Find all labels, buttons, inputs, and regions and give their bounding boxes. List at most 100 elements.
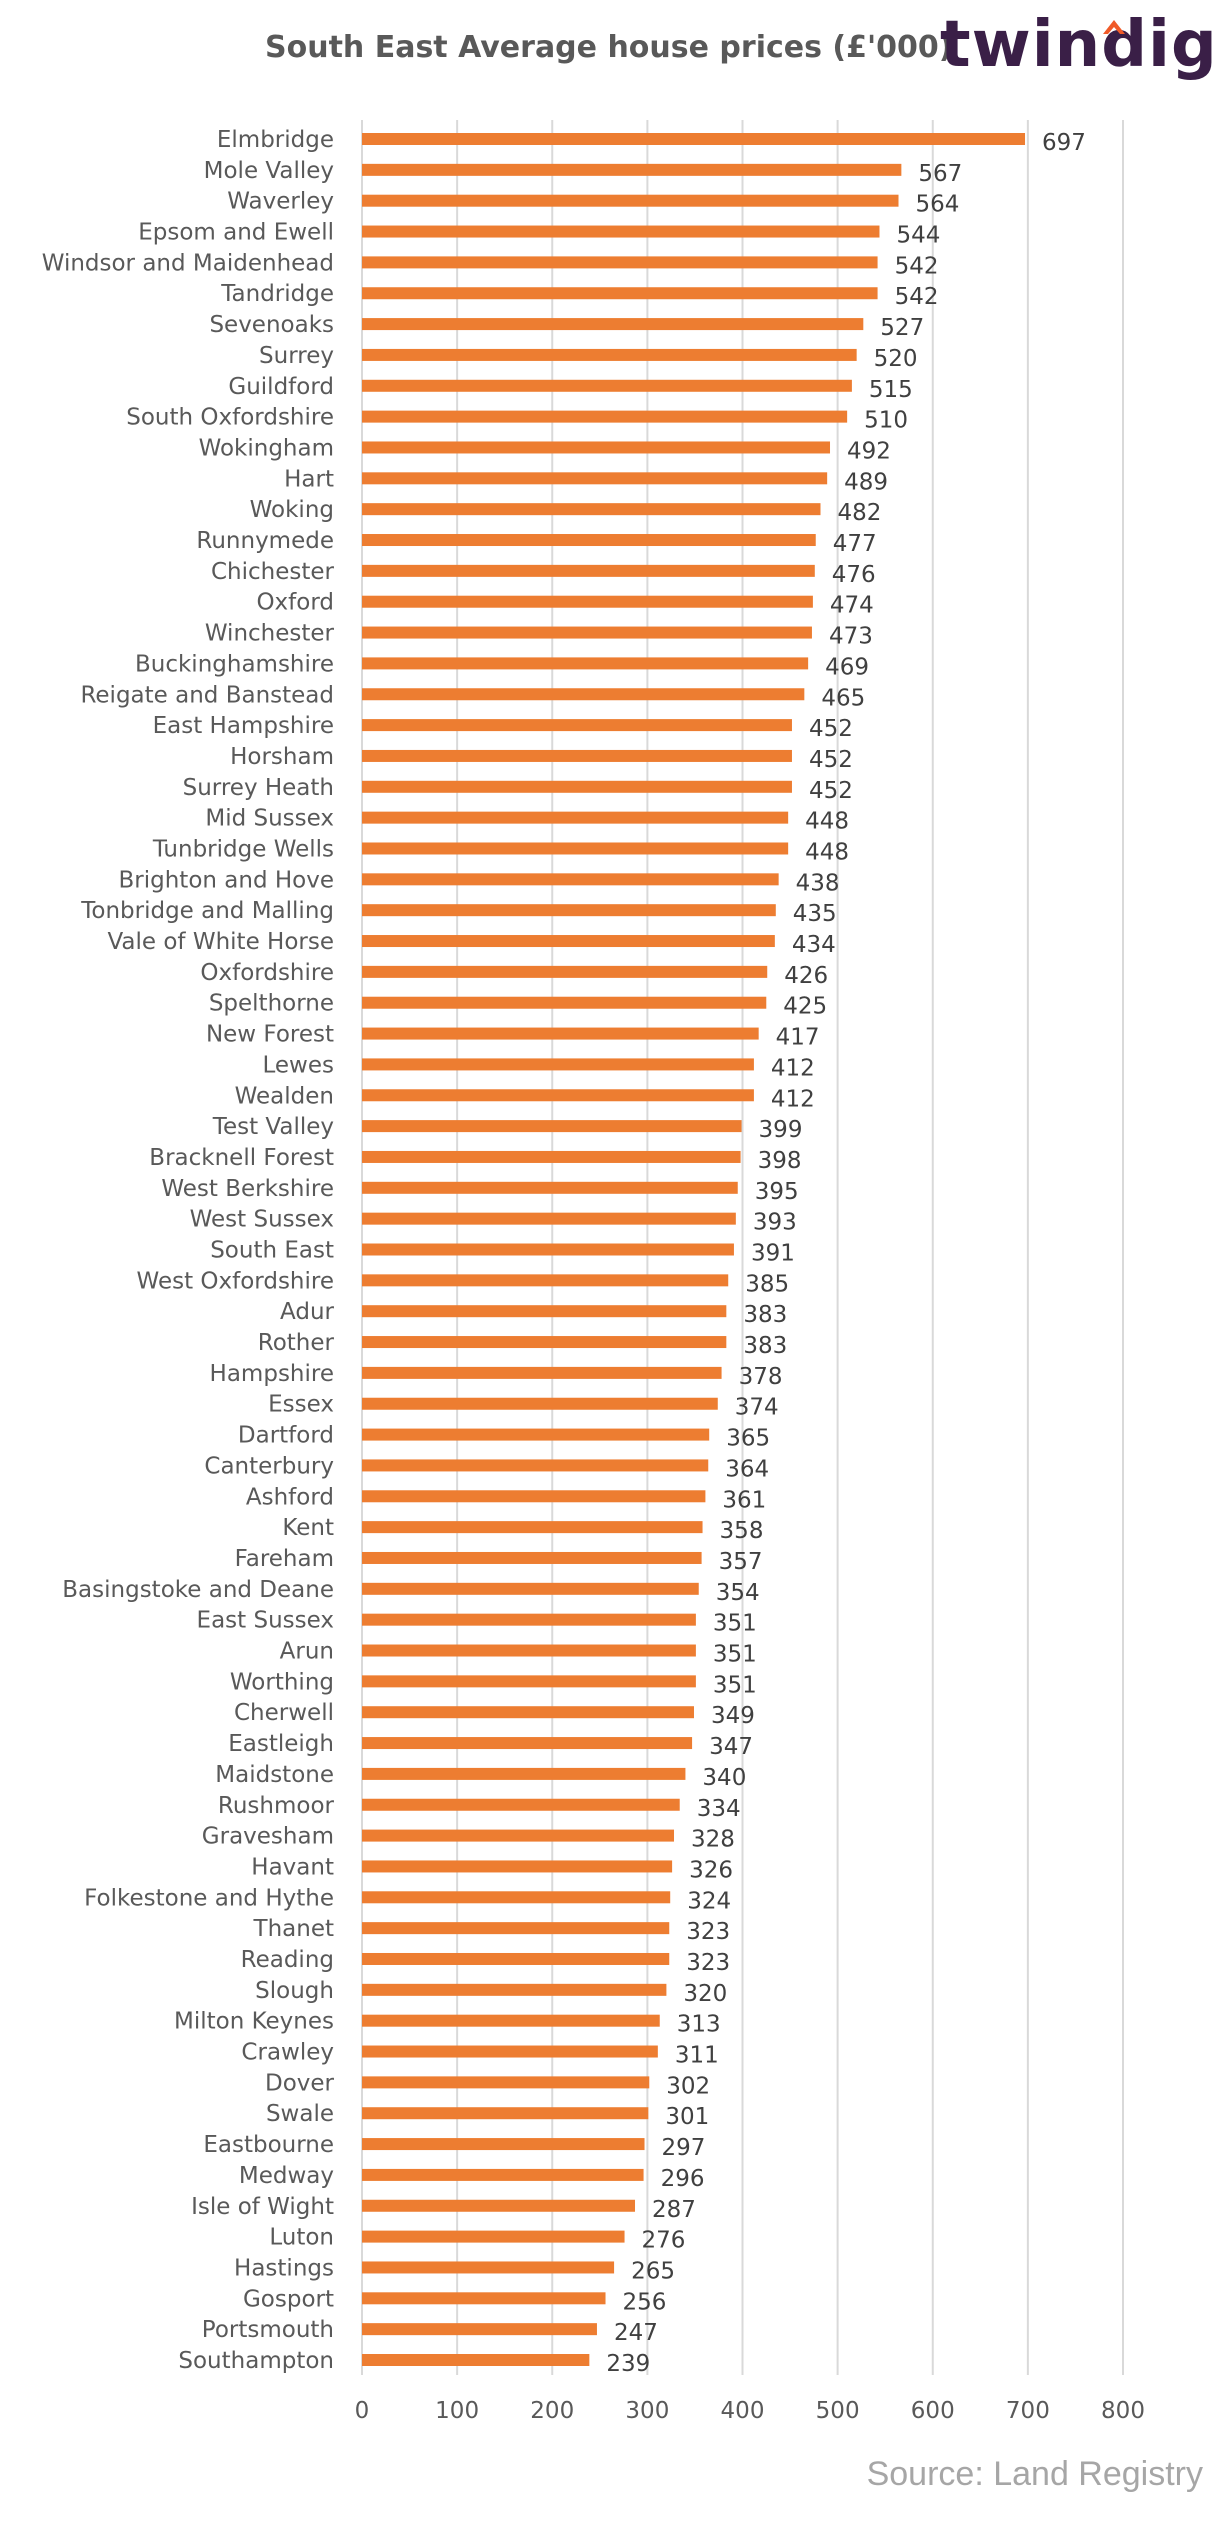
x-tick-label: 400 (721, 2398, 765, 2424)
bar (362, 1058, 754, 1071)
value-label: 435 (793, 901, 837, 927)
value-label: 328 (691, 1827, 735, 1853)
value-label: 351 (713, 1672, 757, 1698)
bar (362, 842, 789, 855)
value-label: 697 (1042, 130, 1086, 156)
value-label: 452 (809, 716, 853, 742)
category-label: Windsor and Maidenhead (42, 250, 334, 276)
value-label: 452 (809, 747, 853, 773)
category-label: East Hampshire (153, 713, 334, 739)
bar (362, 256, 878, 269)
value-label: 358 (720, 1518, 764, 1544)
category-label: Havant (251, 1854, 334, 1880)
bar (362, 935, 775, 948)
bar (362, 1212, 736, 1225)
bar (362, 133, 1026, 145)
value-label: 425 (783, 994, 827, 1020)
bar (362, 2138, 645, 2151)
category-label: Kent (282, 1515, 334, 1541)
category-label: South East (210, 1238, 334, 1264)
category-label: Basingstoke and Deane (62, 1577, 334, 1603)
bar (362, 1675, 696, 1688)
bar (362, 1798, 680, 1811)
category-label: Wokingham (199, 435, 334, 461)
bar (362, 2261, 615, 2274)
value-label: 542 (895, 253, 939, 279)
value-label: 412 (771, 1055, 815, 1081)
category-label: Dartford (238, 1423, 334, 1449)
bar (362, 1490, 706, 1503)
value-label: 469 (825, 654, 869, 680)
value-label: 476 (832, 562, 876, 588)
category-label: Brighton and Hove (119, 867, 335, 893)
logo-text: twindig (940, 8, 1218, 82)
bar (362, 2168, 644, 2181)
category-label: Essex (268, 1392, 334, 1418)
category-label: Reigate and Banstead (80, 682, 334, 708)
x-tick-label: 200 (530, 2398, 574, 2424)
value-label: 412 (771, 1086, 815, 1112)
value-label: 311 (675, 2043, 719, 2069)
bar (362, 1551, 702, 1564)
category-label: Portsmouth (202, 2317, 334, 2343)
chart-title: South East Average house prices (£'000) (265, 30, 953, 65)
value-label: 296 (661, 2166, 705, 2192)
value-label: 492 (847, 438, 891, 464)
x-tick-label: 800 (1101, 2398, 1145, 2424)
category-label: Gosport (243, 2286, 334, 2312)
bar (362, 194, 899, 207)
value-label: 385 (745, 1271, 789, 1297)
value-label: 398 (758, 1148, 802, 1174)
value-label: 347 (709, 1734, 753, 1760)
bar (362, 749, 792, 762)
category-label: Guildford (228, 374, 334, 400)
value-label: 448 (805, 809, 849, 835)
bar (362, 719, 792, 732)
category-label: New Forest (206, 1022, 334, 1048)
value-label: 340 (702, 1765, 746, 1791)
value-label: 326 (689, 1857, 733, 1883)
value-label: 351 (713, 1642, 757, 1668)
bar (362, 1891, 671, 1904)
value-label: 383 (743, 1302, 787, 1328)
bar (362, 2230, 625, 2243)
category-label: Medway (239, 2163, 334, 2189)
value-label: 334 (697, 1796, 741, 1822)
value-label: 426 (784, 963, 828, 989)
bar (362, 379, 852, 392)
category-label: Luton (269, 2225, 334, 2251)
category-label: Hart (284, 466, 334, 492)
category-label: Isle of Wight (191, 2194, 334, 2220)
bar (362, 1428, 710, 1441)
category-label: Horsham (230, 744, 334, 770)
bar (362, 318, 864, 331)
category-label: Ashford (246, 1484, 334, 1510)
category-label: Eastbourne (203, 2132, 334, 2158)
category-label: Elmbridge (217, 127, 334, 153)
value-label: 276 (642, 2228, 686, 2254)
value-label: 482 (838, 500, 882, 526)
category-label: Tandridge (220, 281, 334, 307)
value-label: 452 (809, 778, 853, 804)
bar (362, 657, 809, 670)
category-label: Oxford (256, 590, 334, 616)
category-label: Maidstone (215, 1762, 334, 1788)
house-roof-icon (1103, 20, 1125, 34)
value-label: 473 (829, 624, 873, 650)
value-label: 378 (739, 1364, 783, 1390)
x-tick-label: 300 (625, 2398, 669, 2424)
value-label: 364 (725, 1456, 769, 1482)
category-label: Folkestone and Hythe (84, 1885, 334, 1911)
value-label: 365 (726, 1426, 770, 1452)
category-label: Surrey (259, 343, 334, 369)
category-label: Test Valley (212, 1114, 334, 1140)
bar (362, 780, 792, 793)
bar (362, 1366, 722, 1379)
bar (362, 2014, 660, 2027)
value-label: 564 (916, 192, 960, 218)
bar (362, 904, 776, 917)
value-label: 297 (662, 2135, 706, 2161)
bar (362, 1767, 686, 1780)
category-label: Sevenoaks (209, 312, 334, 338)
bar (362, 1613, 696, 1626)
